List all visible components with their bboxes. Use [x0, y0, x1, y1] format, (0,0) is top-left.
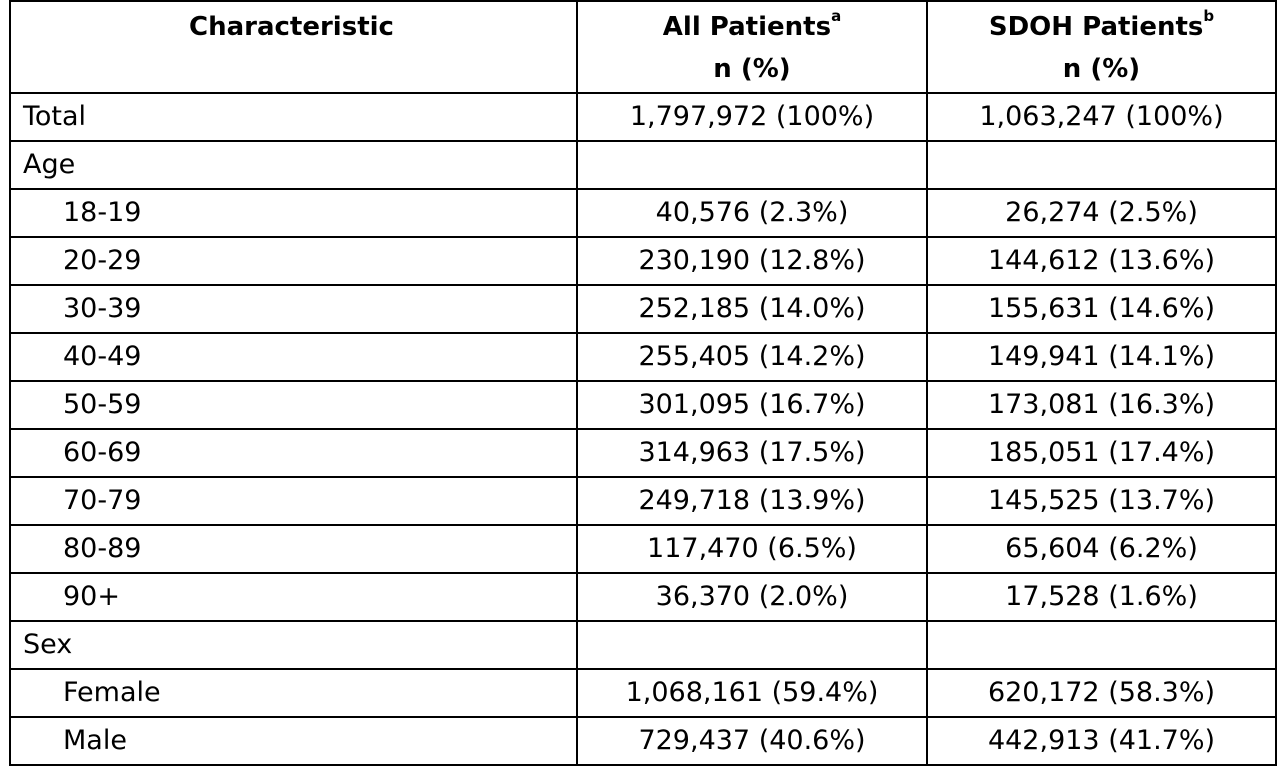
row-label: 20-29 [9, 236, 578, 286]
header-all-patients-unit: n (%) [713, 54, 791, 84]
header-all-patients-label: All Patients [662, 12, 832, 42]
all-patients-cell: 252,185 (14.0%) [576, 284, 928, 334]
sdoh-patients-cell: 144,612 (13.6%) [926, 236, 1277, 286]
all-patients-cell: 249,718 (13.9%) [576, 476, 928, 526]
sdoh-patients-cell: 185,051 (17.4%) [926, 428, 1277, 478]
sdoh-patients-cell: 149,941 (14.1%) [926, 332, 1277, 382]
table-row: 30-39 252,185 (14.0%) 155,631 (14.6%) [9, 284, 1277, 334]
all-patients-cell: 729,437 (40.6%) [576, 716, 928, 766]
footnote-marker-a: a [831, 7, 842, 25]
row-label: 90+ [9, 572, 578, 622]
table-row: 90+ 36,370 (2.0%) 17,528 (1.6%) [9, 572, 1277, 622]
table-row: 80-89 117,470 (6.5%) 65,604 (6.2%) [9, 524, 1277, 574]
sdoh-patients-cell: 620,172 (58.3%) [926, 668, 1277, 718]
table-row: 60-69 314,963 (17.5%) 185,051 (17.4%) [9, 428, 1277, 478]
row-label: 50-59 [9, 380, 578, 430]
row-label: Sex [9, 620, 578, 670]
row-label: Age [9, 140, 578, 190]
table-row: 20-29 230,190 (12.8%) 144,612 (13.6%) [9, 236, 1277, 286]
table-row: 40-49 255,405 (14.2%) 149,941 (14.1%) [9, 332, 1277, 382]
table-row: 18-19 40,576 (2.3%) 26,274 (2.5%) [9, 188, 1277, 238]
sdoh-patients-cell: 155,631 (14.6%) [926, 284, 1277, 334]
row-label: 30-39 [9, 284, 578, 334]
sdoh-patients-cell [926, 620, 1277, 670]
row-label: 18-19 [9, 188, 578, 238]
header-sdoh-patients: SDOH Patientsb n (%) [926, 0, 1277, 94]
all-patients-cell: 40,576 (2.3%) [576, 188, 928, 238]
sdoh-patients-cell [926, 140, 1277, 190]
all-patients-cell: 255,405 (14.2%) [576, 332, 928, 382]
sdoh-patients-cell: 1,063,247 (100%) [926, 92, 1277, 142]
table-row: Total 1,797,972 (100%) 1,063,247 (100%) [9, 92, 1277, 142]
row-label: Female [9, 668, 578, 718]
all-patients-cell: 1,797,972 (100%) [576, 92, 928, 142]
table-row: 70-79 249,718 (13.9%) 145,525 (13.7%) [9, 476, 1277, 526]
row-label: 60-69 [9, 428, 578, 478]
all-patients-cell: 314,963 (17.5%) [576, 428, 928, 478]
sdoh-patients-cell: 65,604 (6.2%) [926, 524, 1277, 574]
all-patients-cell [576, 140, 928, 190]
table-body: Total 1,797,972 (100%) 1,063,247 (100%) Age… [9, 92, 1277, 766]
all-patients-cell [576, 620, 928, 670]
sdoh-patients-cell: 145,525 (13.7%) [926, 476, 1277, 526]
table-row: Sex [9, 620, 1277, 670]
all-patients-cell: 117,470 (6.5%) [576, 524, 928, 574]
row-label: Total [9, 92, 578, 142]
characteristics-table: Characteristic All Patientsa n (%) SDOH … [9, 0, 1277, 766]
row-label: 40-49 [9, 332, 578, 382]
table-row: 50-59 301,095 (16.7%) 173,081 (16.3%) [9, 380, 1277, 430]
table-row: Female 1,068,161 (59.4%) 620,172 (58.3%) [9, 668, 1277, 718]
header-sdoh-patients-unit: n (%) [1062, 54, 1141, 84]
sdoh-patients-cell: 17,528 (1.6%) [926, 572, 1277, 622]
footnote-marker-b: b [1203, 7, 1215, 25]
header-characteristic: Characteristic [9, 0, 578, 94]
all-patients-cell: 301,095 (16.7%) [576, 380, 928, 430]
sdoh-patients-cell: 26,274 (2.5%) [926, 188, 1277, 238]
all-patients-cell: 36,370 (2.0%) [576, 572, 928, 622]
all-patients-cell: 230,190 (12.8%) [576, 236, 928, 286]
all-patients-cell: 1,068,161 (59.4%) [576, 668, 928, 718]
header-characteristic-label: Characteristic [189, 12, 394, 42]
sdoh-patients-cell: 173,081 (16.3%) [926, 380, 1277, 430]
row-label: 80-89 [9, 524, 578, 574]
header-all-patients: All Patientsa n (%) [576, 0, 928, 94]
header-row: Characteristic All Patientsa n (%) SDOH … [9, 0, 1277, 94]
table-row: Age [9, 140, 1277, 190]
header-sdoh-patients-label: SDOH Patients [988, 12, 1204, 42]
row-label: 70-79 [9, 476, 578, 526]
